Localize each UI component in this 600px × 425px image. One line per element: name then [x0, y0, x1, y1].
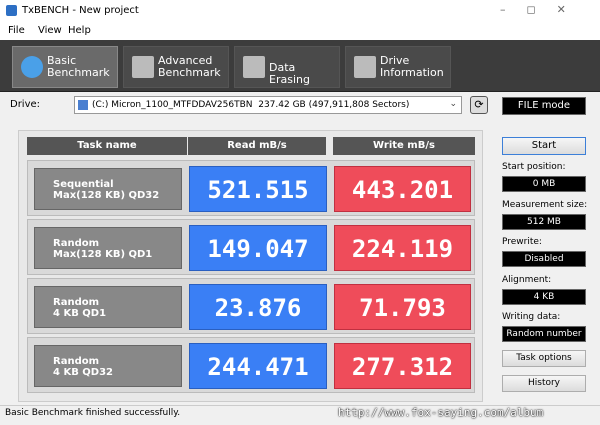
read-value: 244.471: [189, 343, 327, 389]
task-button[interactable]: Random Max(128 KB) QD1: [34, 227, 182, 269]
read-value: 521.515: [189, 166, 327, 212]
result-row: Random Max(128 KB) QD1 149.047 224.119: [27, 219, 475, 275]
tab-label: Drive Information: [380, 55, 444, 79]
setting-value: 512 MB: [502, 213, 586, 230]
drive-label: Drive:: [10, 99, 41, 110]
task-options-button[interactable]: Task options: [502, 350, 586, 367]
read-value: 149.047: [189, 225, 327, 271]
setting-label: Prewrite:: [502, 237, 542, 247]
drive-select[interactable]: (C:) Micron_1100_MTFDDAV256TBN 237.42 GB…: [74, 96, 462, 114]
title-bar: TxBENCH - New project – ◻ ✕: [0, 0, 600, 22]
tab-icon: [354, 56, 376, 78]
task-name: Random: [53, 238, 100, 249]
task-name: 4 KB QD32: [53, 367, 114, 378]
result-row: Random 4 KB QD32 244.471 277.312: [27, 337, 475, 393]
write-value: 71.793: [334, 284, 471, 330]
tab[interactable]: Data Erasing: [234, 46, 340, 88]
write-value: 277.312: [334, 343, 471, 389]
task-button[interactable]: Random 4 KB QD1: [34, 286, 182, 328]
write-value: 443.201: [334, 166, 471, 212]
start-button[interactable]: Start: [502, 137, 586, 155]
setting-value: 0 MB: [502, 176, 586, 192]
task-name: Max(128 KB) QD32: [53, 190, 160, 201]
refresh-button[interactable]: ⟳: [470, 96, 488, 114]
history-button[interactable]: History: [502, 375, 586, 392]
menu-item[interactable]: File: [8, 25, 25, 36]
setting-label: Writing data:: [502, 312, 561, 322]
mode-indicator: FILE mode: [502, 97, 586, 115]
dropdown-arrow: ⌄: [449, 99, 457, 109]
tab-icon: [132, 56, 154, 78]
window-title: TxBENCH - New project: [22, 5, 139, 16]
window-controls[interactable]: – ◻ ✕: [500, 3, 566, 16]
result-row: Sequential Max(128 KB) QD32 521.515 443.201: [27, 160, 475, 216]
tab-label: Basic Benchmark: [47, 55, 110, 79]
task-name: Max(128 KB) QD1: [53, 249, 153, 260]
task-name: Random: [53, 356, 100, 367]
tab-label-line: Basic: [47, 54, 77, 67]
tab-label-line: Advanced: [158, 54, 213, 67]
drive-selection: (C:) Micron_1100_MTFDDAV256TBN 237.42 GB…: [92, 100, 410, 110]
result-row: Random 4 KB QD1 23.876 71.793: [27, 278, 475, 334]
setting-value: Disabled: [502, 251, 586, 267]
status-bar: Basic Benchmark finished successfully.: [0, 405, 600, 425]
tab-label-line: Drive: [380, 54, 410, 67]
tab-label-line: Data Erasing: [269, 61, 310, 86]
tab[interactable]: Advanced Benchmark: [123, 46, 229, 88]
app-icon: [6, 5, 17, 16]
status-text: Basic Benchmark finished successfully.: [5, 408, 181, 418]
setting-value: Random number: [502, 326, 586, 342]
setting-label: Alignment:: [502, 274, 552, 285]
setting-label: Start position:: [502, 162, 566, 172]
task-button[interactable]: Random 4 KB QD32: [34, 345, 182, 387]
tab-icon: [21, 56, 43, 78]
column-header: Write mB/s: [333, 137, 475, 155]
menu-item[interactable]: Help: [68, 25, 91, 36]
task-button[interactable]: Sequential Max(128 KB) QD32: [34, 168, 182, 210]
tab[interactable]: Drive Information: [345, 46, 451, 88]
write-value: 224.119: [334, 225, 471, 271]
toolbar: Basic Benchmark Advanced Benchmark Data Eras…: [0, 40, 600, 92]
tab-label-line: Benchmark: [47, 66, 110, 79]
menu-bar: File View Help: [0, 22, 600, 40]
tab[interactable]: Basic Benchmark: [12, 46, 118, 88]
watermark: http://www.fox-saying.com/album: [338, 406, 544, 419]
read-value: 23.876: [189, 284, 327, 330]
tab-label: Data Erasing: [269, 62, 339, 86]
task-name: Random: [53, 297, 100, 308]
task-name: 4 KB QD1: [53, 308, 107, 319]
task-name: Sequential: [53, 179, 114, 190]
setting-value: 4 KB: [502, 288, 586, 305]
column-header: Task name: [27, 137, 187, 155]
tab-icon: [243, 56, 265, 78]
menu-item[interactable]: View: [38, 25, 62, 36]
drive-icon: [78, 100, 88, 110]
tab-label: Advanced Benchmark: [158, 55, 221, 79]
setting-label: Measurement size:: [502, 199, 588, 210]
column-header: Read mB/s: [188, 137, 326, 155]
tab-label-line: Information: [380, 66, 444, 79]
tab-label-line: Benchmark: [158, 66, 221, 79]
